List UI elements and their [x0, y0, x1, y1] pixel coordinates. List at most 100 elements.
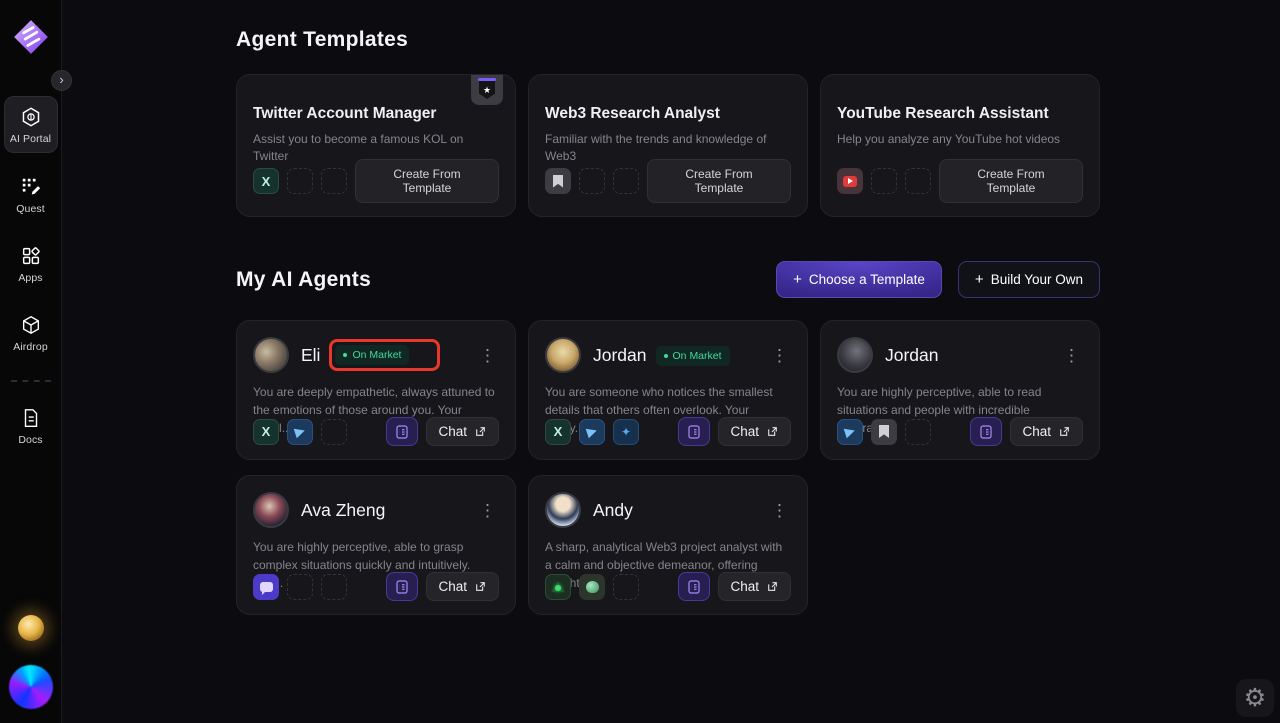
kebab-menu-icon[interactable]: ⋮	[1063, 345, 1080, 365]
kebab-menu-icon[interactable]: ⋮	[771, 500, 788, 520]
discord-icon: ✦	[613, 418, 639, 445]
red-annotation-box: On Market	[329, 339, 441, 371]
telegram-icon	[837, 418, 863, 445]
sidebar-item-quest[interactable]: Quest	[4, 167, 58, 222]
chat-button[interactable]: Chat	[718, 417, 791, 446]
template-card[interactable]: YouTube Research Assistant Help you anal…	[820, 74, 1100, 217]
sidebar-item-label: AI Portal	[9, 133, 52, 145]
status-dot-icon	[663, 353, 668, 358]
kebab-menu-icon[interactable]: ⋮	[479, 500, 496, 520]
checklist-icon	[980, 424, 993, 439]
x-icon: X	[253, 168, 279, 194]
empty-social-slot	[905, 168, 931, 194]
sidebar-divider	[10, 380, 51, 382]
agent-name: Jordan	[593, 344, 647, 365]
agent-card[interactable]: Jordan On Market ⋮ You are someone who n…	[528, 320, 808, 460]
telegram-icon	[287, 418, 313, 445]
agent-details-button[interactable]	[970, 417, 1003, 446]
agent-templates-heading: Agent Templates	[236, 28, 409, 51]
telegram-icon	[579, 418, 605, 445]
empty-social-slot	[905, 418, 931, 445]
checklist-icon	[396, 424, 409, 439]
agent-details-button[interactable]	[386, 417, 419, 446]
kebab-menu-icon[interactable]: ⋮	[771, 345, 788, 365]
main-content: Agent Templates ★ Twitter Account Manage…	[62, 0, 1280, 723]
sidebar-nav: AI Portal Quest	[0, 96, 61, 467]
x-icon: X	[545, 418, 571, 445]
external-link-icon	[768, 427, 777, 436]
bookmark-badge-icon	[871, 418, 897, 445]
agent-card[interactable]: Ava Zheng ⋮ You are highly perceptive, a…	[236, 475, 516, 615]
brand-orb-logo[interactable]	[8, 665, 53, 709]
docs-icon	[20, 407, 42, 429]
sidebar-item-label: Docs	[18, 434, 43, 446]
external-link-icon	[476, 427, 485, 436]
sidebar-item-label: Quest	[16, 203, 45, 215]
chat-button[interactable]: Chat	[1010, 417, 1083, 446]
external-link-icon	[1060, 427, 1069, 436]
featured-badge-icon[interactable]: ★	[471, 75, 503, 105]
sidebar-bottom	[8, 615, 53, 709]
status-dot-icon	[343, 353, 348, 357]
settings-gear-button[interactable]: ⚙	[1236, 679, 1274, 717]
sidebar-item-airdrop[interactable]: Airdrop	[4, 305, 58, 360]
build-your-own-button[interactable]: + Build Your Own	[957, 261, 1100, 298]
chat-button[interactable]: Chat	[718, 572, 791, 601]
coin-icon[interactable]	[17, 615, 44, 641]
empty-social-slot	[613, 573, 639, 600]
agent-card[interactable]: Andy ⋮ A sharp, analytical Web3 project …	[528, 475, 808, 615]
template-card[interactable]: ★ Twitter Account Manager Assist you to …	[236, 74, 516, 217]
agent-name: Jordan	[885, 344, 939, 365]
agent-name: Andy	[593, 499, 633, 520]
external-link-icon	[768, 582, 777, 591]
avatar	[545, 337, 581, 373]
avatar	[545, 492, 581, 528]
agent-details-button[interactable]	[386, 572, 419, 601]
create-from-template-button[interactable]: Create From Template	[647, 159, 791, 203]
choose-template-button[interactable]: + Choose a Template	[776, 261, 942, 298]
create-from-template-button[interactable]: Create From Template	[355, 159, 499, 203]
app-logo-icon[interactable]	[12, 18, 50, 56]
agent-details-button[interactable]	[678, 417, 711, 446]
agent-card[interactable]: Jordan ⋮ You are highly perceptive, able…	[820, 320, 1100, 460]
apps-icon	[20, 245, 42, 267]
template-description: Assist you to become a famous KOL on Twi…	[253, 132, 464, 164]
chat-button[interactable]: Chat	[426, 572, 499, 601]
on-market-badge: On Market	[335, 345, 410, 365]
agent-name: Ava Zheng	[301, 499, 386, 520]
agent-details-button[interactable]	[678, 572, 711, 601]
sidebar-item-docs[interactable]: Docs	[4, 398, 58, 453]
chevron-right-icon: ›	[59, 72, 64, 87]
sidebar-item-ai-portal[interactable]: AI Portal	[3, 96, 58, 153]
checklist-icon	[396, 579, 409, 594]
template-title: Web3 Research Analyst	[545, 105, 720, 122]
template-title: YouTube Research Assistant	[837, 105, 1049, 122]
template-cards-row: ★ Twitter Account Manager Assist you to …	[236, 74, 1280, 217]
checklist-icon	[688, 424, 701, 439]
sidebar-item-label: Airdrop	[13, 341, 48, 353]
my-agents-heading: My AI Agents	[236, 267, 372, 291]
chat-bubble-icon	[253, 573, 279, 600]
kebab-menu-icon[interactable]: ⋮	[479, 345, 496, 365]
checklist-icon	[688, 579, 701, 594]
template-title: Twitter Account Manager	[253, 105, 437, 122]
on-market-badge: On Market	[655, 345, 730, 366]
plus-icon: +	[793, 271, 802, 288]
empty-social-slot	[287, 168, 313, 194]
create-from-template-button[interactable]: Create From Template	[939, 159, 1083, 203]
chat-button[interactable]: Chat	[426, 417, 499, 446]
sidebar-expand-button[interactable]: ›	[51, 70, 72, 91]
sidebar-item-apps[interactable]: Apps	[4, 236, 58, 291]
bookmark-badge-icon	[545, 168, 571, 194]
avatar	[253, 337, 289, 373]
avatar	[837, 337, 873, 373]
frog-icon	[579, 573, 605, 600]
external-link-icon	[476, 582, 485, 591]
sidebar-item-label: Apps	[18, 272, 43, 284]
empty-social-slot	[287, 573, 313, 600]
empty-social-slot	[613, 168, 639, 194]
avatar	[253, 492, 289, 528]
sidebar: › AI Portal Quest	[0, 0, 72, 723]
agent-card[interactable]: Eli On Market ⋮ You are deeply empatheti…	[236, 320, 516, 460]
template-card[interactable]: Web3 Research Analyst Familiar with the …	[528, 74, 808, 217]
